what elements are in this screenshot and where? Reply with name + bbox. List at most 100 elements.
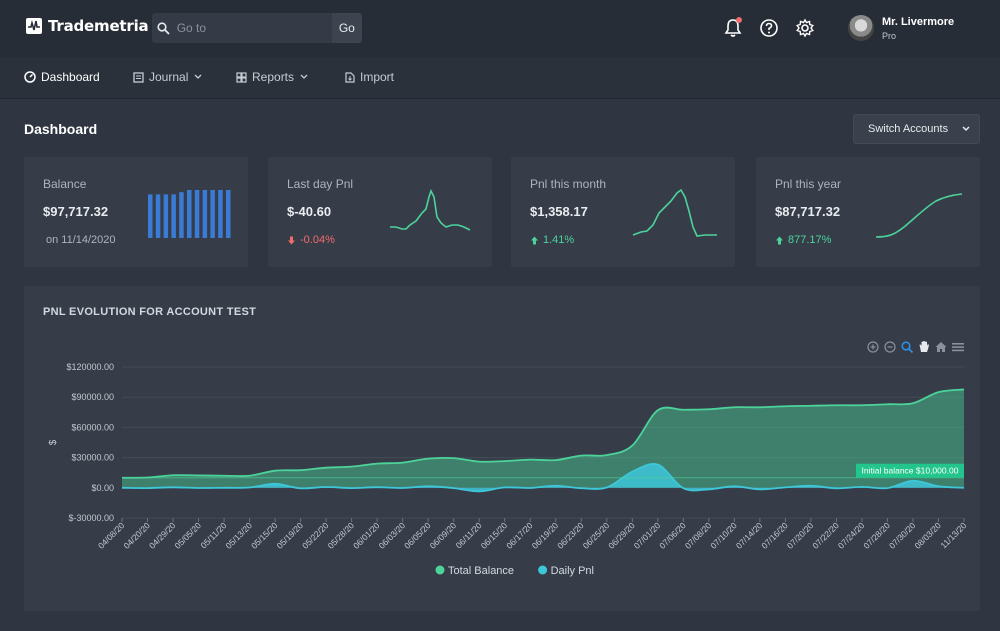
x-tick-label: 05/11/20 <box>198 520 228 550</box>
y-tick-label: $-30000.00 <box>68 513 114 523</box>
arrow-down-icon <box>288 236 295 244</box>
x-tick-label: 06/11/20 <box>454 520 484 550</box>
legend-label[interactable]: Total Balance <box>448 565 514 577</box>
x-tick-label: 06/17/20 <box>504 520 535 551</box>
x-tick-label: 05/05/20 <box>172 520 203 551</box>
x-tick-label: 07/08/20 <box>683 520 714 551</box>
user-name: Mr. Livermore <box>882 15 955 28</box>
x-tick-label: 04/08/20 <box>96 520 127 551</box>
x-tick-label: 04/29/20 <box>147 520 178 551</box>
journal-icon <box>133 71 144 83</box>
y-tick-label: $0.00 <box>91 483 114 493</box>
search-bar: Go <box>152 13 362 43</box>
card-sub-value: 1.41% <box>543 234 575 246</box>
card-sub-value: 877.17% <box>788 234 832 246</box>
pan-hand-icon[interactable] <box>917 340 930 353</box>
x-tick-label: 06/05/20 <box>402 520 433 551</box>
switch-accounts-label: Switch Accounts <box>868 123 949 135</box>
user-plan: Pro <box>882 30 897 41</box>
menu-icon[interactable] <box>951 340 964 353</box>
x-tick-label: 07/06/20 <box>657 520 688 551</box>
zoom-out-icon[interactable] <box>883 340 896 353</box>
go-button[interactable]: Go <box>331 13 362 43</box>
pnl-this-year-card: Pnl this year $87,717.32 877.17% <box>756 157 980 267</box>
dashboard-icon <box>24 71 36 83</box>
x-tick-label: 07/28/20 <box>861 520 892 551</box>
x-tick-label: 07/24/20 <box>836 520 867 551</box>
arrow-up-icon <box>776 236 783 244</box>
chevron-down-icon <box>300 74 308 79</box>
arrow-up-icon <box>531 236 538 244</box>
gear-icon[interactable] <box>794 17 816 39</box>
chart-title: PNL EVOLUTION FOR ACCOUNT TEST <box>43 306 257 318</box>
chevron-down-icon <box>194 74 202 79</box>
card-sub: -0.04% <box>287 234 335 246</box>
notification-dot <box>736 17 742 23</box>
card-sub: 1.41% <box>530 234 574 246</box>
help-icon[interactable] <box>758 17 780 39</box>
card-value: $97,717.32 <box>43 204 109 219</box>
search-icon <box>152 13 175 43</box>
notifications-bell-icon[interactable] <box>722 17 744 39</box>
x-tick-label: 07/14/20 <box>734 520 765 551</box>
pnl-this-month-card: Pnl this month $1,358.17 1.41% <box>511 157 735 267</box>
nav-item-dashboard[interactable]: Dashboard <box>24 70 100 84</box>
x-tick-label: 05/19/20 <box>275 520 306 551</box>
last-day-pnl-card: Last day Pnl $-40.60 -0.04% <box>268 157 492 267</box>
nav-item-import[interactable]: Import <box>345 70 394 84</box>
x-tick-label: 05/28/20 <box>326 520 357 551</box>
brand-logo[interactable]: Trademetria <box>26 17 149 35</box>
chevron-down-icon <box>962 126 970 132</box>
nav-item-label: Dashboard <box>41 70 100 84</box>
legend-label[interactable]: Daily Pnl <box>551 565 594 577</box>
balance-bar <box>155 194 161 238</box>
y-tick-label: $30000.00 <box>71 453 114 463</box>
balance-bar <box>171 194 176 238</box>
x-tick-label: 06/03/20 <box>377 520 408 551</box>
balance-bar <box>194 190 200 238</box>
nav-item-label: Import <box>360 70 395 84</box>
reset-home-icon[interactable] <box>934 340 947 353</box>
annotation-badge <box>856 463 964 478</box>
pnl-this-year-sparkline <box>875 193 963 238</box>
card-sub-value: -0.04% <box>300 234 335 246</box>
pnl-this-month-sparkline <box>632 188 717 237</box>
nav-item-journal[interactable]: Journal <box>133 70 203 84</box>
x-tick-label: 04/20/20 <box>121 520 152 551</box>
nav-item-reports[interactable]: Reports <box>236 70 309 84</box>
y-tick-label: $120000.00 <box>66 362 114 372</box>
balance-bar <box>179 192 184 238</box>
search-input[interactable] <box>174 13 332 43</box>
legend-marker[interactable] <box>538 565 548 575</box>
zoom-in-icon[interactable] <box>866 340 879 353</box>
card-value: $1,358.17 <box>530 204 588 219</box>
y-tick-label: $90000.00 <box>71 392 114 402</box>
y-tick-label: $60000.00 <box>71 422 114 432</box>
user-menu[interactable]: Mr. Livermore Pro <box>848 15 954 41</box>
chart-toolbar <box>866 340 964 353</box>
x-tick-label: 07/22/20 <box>810 520 841 551</box>
card-value: $87,717.32 <box>775 204 841 219</box>
card-sub: 877.17% <box>775 234 831 246</box>
card-label: Pnl this month <box>530 177 607 191</box>
balance-bar <box>163 194 169 238</box>
x-tick-label: 11/13/20 <box>938 520 968 550</box>
x-tick-label: 05/15/20 <box>249 520 280 551</box>
x-tick-label: 07/10/20 <box>708 520 739 551</box>
selection-zoom-icon[interactable] <box>900 340 913 353</box>
balance-bar <box>218 190 223 238</box>
brand-name: Trademetria <box>48 17 149 35</box>
x-tick-label: 07/16/20 <box>759 520 790 551</box>
top-bar: Trademetria Go Mr. Livermore Pro <box>0 0 1000 57</box>
legend-marker[interactable] <box>435 565 445 575</box>
card-sub: on 11/14/2020 <box>46 234 116 246</box>
user-info: Mr. Livermore Pro <box>882 16 954 41</box>
x-tick-label: 06/19/20 <box>530 520 561 551</box>
x-tick-label: 05/22/20 <box>300 520 331 551</box>
balance-card: Balance $97,717.32 on 11/14/2020 <box>24 157 248 267</box>
switch-accounts-button[interactable]: Switch Accounts <box>853 114 980 144</box>
pnl-evolution-chart: $120000.00 $90000.00 $60000.00 $30000.00 $0.… <box>48 362 969 577</box>
y-axis-label: $ <box>48 439 59 445</box>
card-value: $-40.60 <box>287 204 332 219</box>
top-icons <box>722 17 816 39</box>
